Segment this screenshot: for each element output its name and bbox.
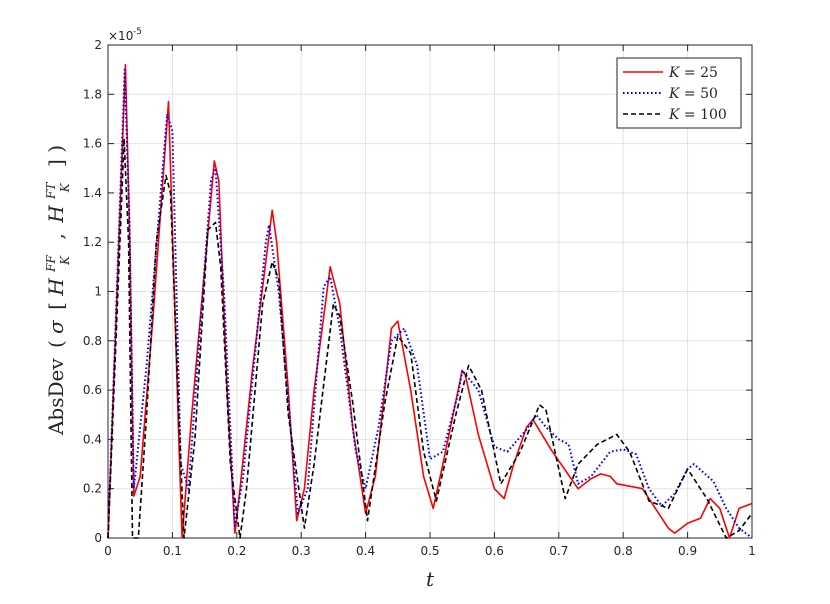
legend-label-3: K = 100 bbox=[668, 107, 727, 123]
series-line-3 bbox=[107, 137, 753, 539]
y-tick-label: 0.8 bbox=[83, 334, 102, 348]
y-tick-label: 1 bbox=[94, 285, 102, 299]
y-axis-label: AbsDev ( σ [ H FF K , H FT K ] ) bbox=[36, 145, 74, 436]
series-line-2 bbox=[107, 68, 753, 539]
ylabel-open: ( bbox=[44, 340, 68, 348]
ylabel-comma: , bbox=[44, 233, 68, 239]
y-exponent-base: ×10 bbox=[108, 29, 133, 43]
y-tick-label: 0 bbox=[94, 531, 102, 545]
y-tick-label: 1.8 bbox=[83, 87, 102, 101]
ticks: 0 0.1 0.2 0.3 0.4 0.5 0.6 0.7 0.8 0.9 1 0 0.2 0.4 0.6 0… bbox=[83, 38, 756, 558]
series-layer bbox=[107, 63, 753, 539]
x-tick-label: 0 bbox=[104, 544, 112, 558]
y-tick-label: 0.4 bbox=[83, 432, 102, 446]
x-tick-label: 0.2 bbox=[227, 544, 246, 558]
ylabel-h1-sub: K bbox=[58, 255, 72, 266]
x-axis-label: t bbox=[426, 567, 435, 591]
legend-label-1: K = 25 bbox=[668, 65, 718, 81]
x-tick-label: 0.9 bbox=[678, 544, 697, 558]
legend-box bbox=[616, 57, 742, 129]
legend-label-2: K = 50 bbox=[668, 86, 718, 102]
x-tick-label: 1 bbox=[748, 544, 756, 558]
legend: K = 25 K = 50 K = 100 bbox=[616, 57, 742, 129]
x-tick-label: 0.3 bbox=[292, 544, 311, 558]
ylabel-rbracket: ] bbox=[44, 159, 68, 167]
y-tick-label: 0.2 bbox=[83, 482, 102, 496]
x-tick-label: 0.7 bbox=[549, 544, 568, 558]
y-tick-label: 1.2 bbox=[83, 235, 102, 249]
ylabel-prefix: AbsDev bbox=[44, 358, 68, 436]
ylabel-h1: H bbox=[44, 278, 68, 297]
y-exponent: ×10 -5 bbox=[108, 27, 142, 43]
y-tick-label: 1.6 bbox=[83, 137, 102, 151]
x-tick-label: 0.5 bbox=[420, 544, 439, 558]
y-tick-label: 2 bbox=[94, 38, 102, 52]
x-tick-label: 0.8 bbox=[614, 544, 633, 558]
ylabel-close: ) bbox=[44, 145, 68, 153]
x-tick-label: 0.1 bbox=[163, 544, 182, 558]
y-tick-label: 0.6 bbox=[83, 383, 102, 397]
y-tick-label: 1.4 bbox=[83, 186, 102, 200]
x-tick-label: 0.6 bbox=[485, 544, 504, 558]
ylabel-lbracket: [ bbox=[44, 302, 68, 310]
ylabel-h2-sup: FT bbox=[44, 182, 58, 200]
ylabel-h2: H bbox=[44, 205, 68, 224]
ylabel-sigma: σ bbox=[44, 319, 68, 334]
x-tick-label: 0.4 bbox=[356, 544, 375, 558]
ylabel-h1-sup: FF bbox=[44, 255, 58, 273]
svg-text:AbsDev ( σ [: AbsDev ( σ [ H FF K , H FT K ] ) bbox=[36, 145, 74, 436]
ylabel-h2-sub: K bbox=[58, 182, 72, 193]
y-exponent-power: -5 bbox=[133, 27, 142, 37]
